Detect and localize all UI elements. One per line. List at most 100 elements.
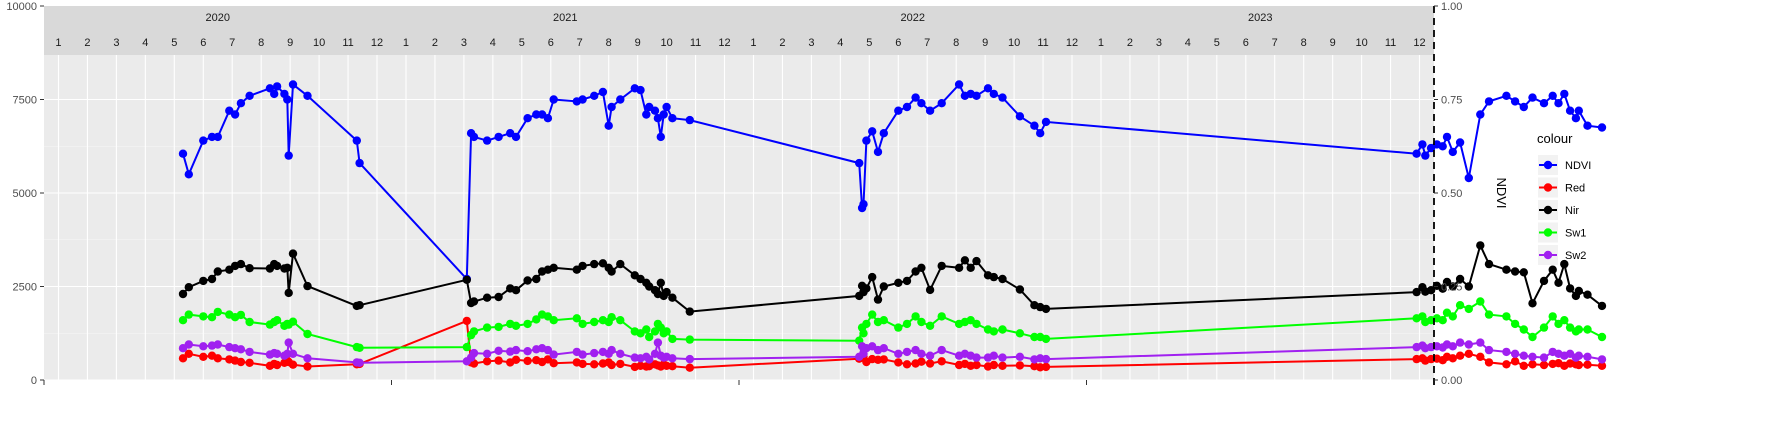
data-point-sw2 <box>355 358 364 367</box>
data-point-ndvi <box>352 136 361 145</box>
facet-strip-year <box>44 6 392 28</box>
data-point-sw2 <box>653 338 663 347</box>
legend-label: Sw2 <box>1565 250 1586 262</box>
y-left-tick-label: 5000 <box>13 188 37 200</box>
data-point-nir <box>578 261 587 271</box>
data-point-red <box>685 363 694 372</box>
data-point-red <box>1015 361 1025 370</box>
data-point-ndvi <box>983 84 993 93</box>
data-point-nir <box>469 297 479 306</box>
facet-month-label: 4 <box>490 37 496 49</box>
data-point-sw2 <box>685 354 694 364</box>
facet-month-label: 12 <box>718 37 730 49</box>
data-point-nir <box>868 272 877 282</box>
facet-strip-months <box>44 28 392 55</box>
data-point-nir <box>549 263 558 272</box>
facet-month-label: 1 <box>1098 37 1104 49</box>
facet-month-label: 10 <box>313 37 325 49</box>
data-point-sw1 <box>511 321 521 330</box>
data-point-nir <box>668 293 677 302</box>
facet-month-label: 4 <box>1185 37 1191 49</box>
facet-month-label: 11 <box>1037 37 1048 49</box>
data-point-ndvi <box>668 114 677 123</box>
data-point-sw2 <box>482 349 492 358</box>
data-point-red <box>523 356 532 366</box>
data-point-red <box>937 357 946 366</box>
data-point-ndvi <box>879 129 888 138</box>
data-point-nir <box>523 276 532 285</box>
data-point-ndvi <box>245 91 254 101</box>
data-point-nir <box>989 272 998 282</box>
y-left-tick-label: 0 <box>31 375 37 387</box>
legend-key-point <box>1543 228 1553 237</box>
facet-strip-months <box>1086 28 1434 55</box>
data-point-red <box>288 360 298 369</box>
facet-year-label: 2021 <box>553 12 577 24</box>
data-point-nir <box>1519 268 1529 277</box>
data-point-sw2 <box>1015 352 1025 361</box>
data-point-sw1 <box>288 317 298 326</box>
facet-month-label: 12 <box>1066 37 1078 49</box>
data-point-red <box>549 359 558 368</box>
legend-title: colour <box>1537 131 1573 146</box>
data-point-ndvi <box>662 102 671 112</box>
data-point-red <box>178 354 188 363</box>
data-point-sw2 <box>879 344 888 353</box>
data-point-ndvi <box>604 121 613 130</box>
data-point-ndvi <box>989 89 998 99</box>
data-point-ndvi <box>1565 106 1575 115</box>
data-point-nir <box>873 295 883 304</box>
data-point-nir <box>283 263 292 272</box>
data-point-sw1 <box>1448 312 1458 321</box>
data-point-ndvi <box>511 132 521 142</box>
data-point-sw2 <box>549 350 558 359</box>
data-point-ndvi <box>925 106 935 115</box>
data-point-sw1 <box>1502 312 1511 321</box>
data-point-nir <box>494 292 503 302</box>
facet-month-label: 11 <box>342 37 353 49</box>
data-point-sw1 <box>272 316 282 325</box>
data-point-sw2 <box>272 349 282 358</box>
data-point-red <box>1510 357 1520 366</box>
vertical-dashed-line <box>43 6 1435 388</box>
facet-month-label: 2 <box>432 37 438 49</box>
data-point-ndvi <box>549 95 558 104</box>
data-point-nir <box>178 289 188 299</box>
facet-month-label: 9 <box>287 37 293 49</box>
y-right-tick-label: 0.75 <box>1441 95 1462 107</box>
data-point-sw1 <box>532 315 541 324</box>
facet-month-label: 10 <box>1355 37 1367 49</box>
data-point-nir <box>998 274 1007 284</box>
data-point-sw2 <box>1502 347 1511 357</box>
data-point-nir <box>862 284 871 293</box>
data-point-nir <box>685 307 694 316</box>
data-point-red <box>1455 351 1465 360</box>
data-point-ndvi <box>656 132 665 142</box>
data-point-nir <box>1476 241 1485 250</box>
data-point-sw1 <box>1438 316 1447 325</box>
data-point-sw1 <box>868 310 877 319</box>
data-point-nir <box>236 259 246 269</box>
series-sw1 <box>178 297 1607 352</box>
data-point-ndvi <box>1502 91 1511 101</box>
data-point-sw1 <box>1574 325 1584 334</box>
data-point-ndvi <box>1528 93 1537 102</box>
data-point-nir <box>925 285 935 295</box>
data-point-ndvi <box>523 114 532 123</box>
data-point-red <box>1041 362 1051 372</box>
data-point-red <box>1539 360 1549 370</box>
data-point-sw2 <box>184 340 193 349</box>
facet-month-label: 2 <box>84 37 90 49</box>
data-point-sw1 <box>902 319 912 329</box>
y-left-tick-label: 10000 <box>6 1 37 13</box>
data-point-sw2 <box>1528 352 1537 361</box>
data-point-red <box>925 359 935 368</box>
data-point-red <box>1476 352 1485 361</box>
data-point-sw2 <box>1583 352 1592 361</box>
facet-month-label: 2 <box>1127 37 1133 49</box>
data-point-nir <box>902 276 912 286</box>
data-point-ndvi <box>1030 121 1039 130</box>
data-point-sw1 <box>1030 332 1039 342</box>
facet-month-label: 7 <box>924 37 930 49</box>
facet-month-label: 1 <box>403 37 409 49</box>
